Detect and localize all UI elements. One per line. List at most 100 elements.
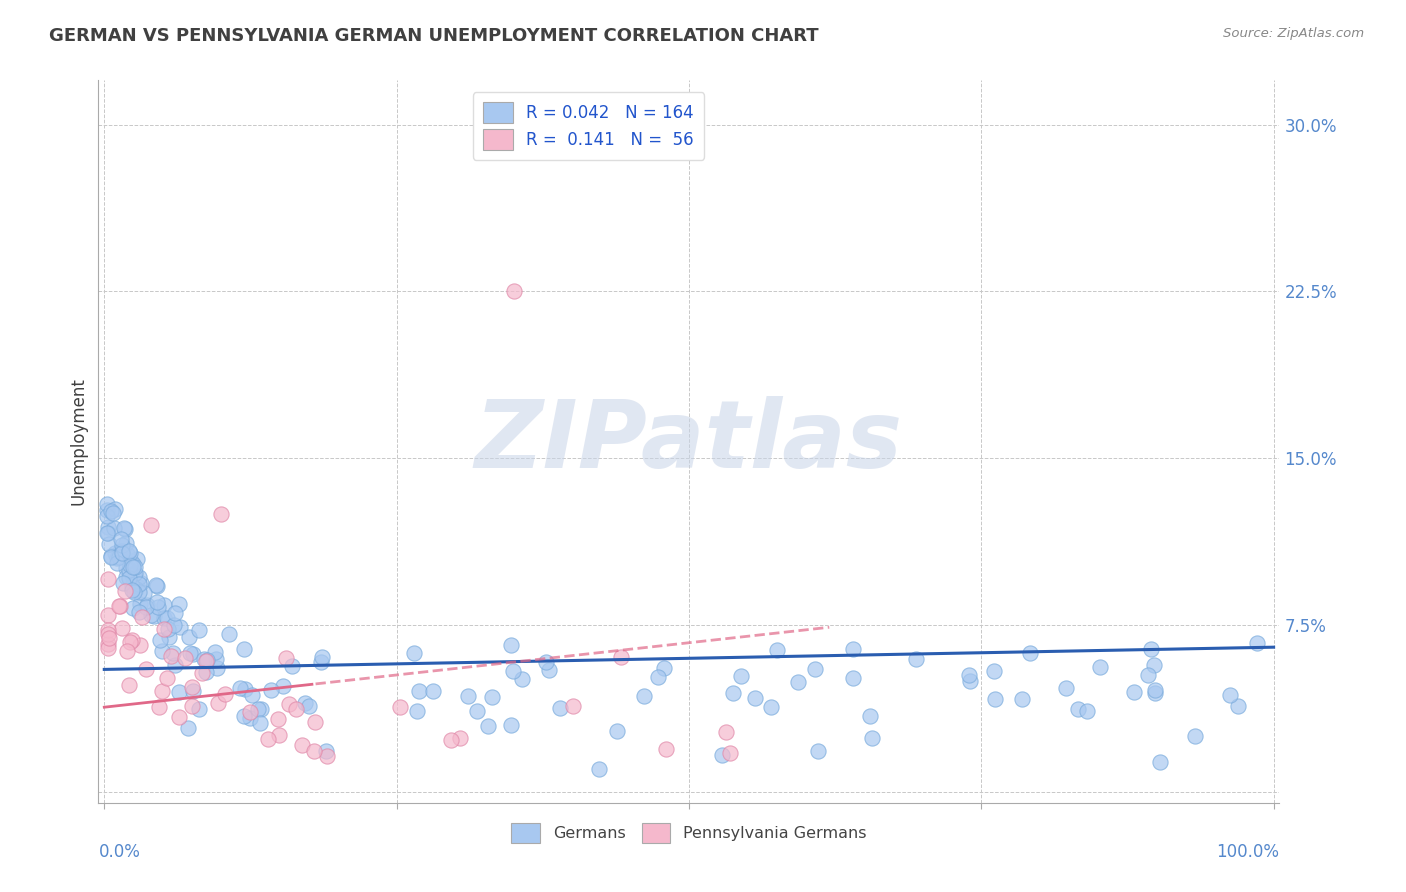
Point [114, 522, 136, 536]
Point [1184, 730, 1206, 744]
Point [457, 689, 479, 703]
Point [108, 544, 131, 558]
Point [153, 622, 176, 636]
Text: GERMAN VS PENNSYLVANIA GERMAN UNEMPLOYMENT CORRELATION CHART: GERMAN VS PENNSYLVANIA GERMAN UNEMPLOYME… [49, 27, 818, 45]
Point [125, 582, 148, 596]
Point [179, 630, 201, 644]
Point [804, 662, 827, 676]
Point [841, 642, 863, 657]
Point [108, 599, 131, 613]
Point [148, 700, 170, 714]
Point [100, 549, 122, 563]
Point [125, 578, 148, 592]
Point [652, 661, 675, 675]
Point [135, 599, 157, 614]
Point [787, 675, 810, 690]
Point [859, 708, 882, 723]
Point [104, 502, 127, 516]
Point [115, 570, 138, 584]
Point [149, 632, 172, 647]
Point [188, 702, 211, 716]
Point [191, 665, 214, 680]
Point [1219, 688, 1241, 702]
Point [905, 652, 928, 666]
Point [1140, 641, 1163, 656]
Point [714, 725, 737, 739]
Point [983, 692, 1005, 706]
Point [157, 630, 180, 644]
Point [389, 699, 412, 714]
Point [842, 672, 865, 686]
Point [207, 696, 229, 710]
Point [281, 659, 304, 673]
Point [118, 571, 141, 585]
Point [177, 722, 200, 736]
Point [169, 620, 191, 634]
Point [181, 647, 204, 661]
Point [122, 560, 145, 574]
Point [163, 617, 186, 632]
Point [309, 655, 332, 669]
Point [125, 551, 148, 566]
Point [304, 715, 326, 730]
Point [105, 557, 128, 571]
Point [135, 662, 157, 676]
Point [97, 572, 120, 586]
Point [195, 665, 218, 680]
Point [167, 597, 190, 611]
Point [139, 517, 162, 532]
Point [1144, 686, 1167, 700]
Point [128, 570, 150, 584]
Text: Source: ZipAtlas.com: Source: ZipAtlas.com [1223, 27, 1364, 40]
Point [188, 624, 211, 638]
Point [115, 560, 138, 574]
Point [205, 661, 228, 675]
Point [122, 567, 145, 582]
Point [105, 551, 128, 566]
Point [122, 585, 145, 599]
Point [118, 677, 141, 691]
Point [153, 599, 176, 613]
Point [316, 748, 339, 763]
Point [120, 635, 142, 649]
Point [150, 684, 173, 698]
Point [167, 710, 190, 724]
Point [1019, 647, 1042, 661]
Y-axis label: Unemployment: Unemployment [69, 377, 87, 506]
Point [108, 549, 131, 564]
Point [214, 687, 236, 701]
Point [118, 563, 141, 577]
Point [146, 599, 169, 614]
Point [156, 622, 179, 636]
Point [499, 638, 522, 652]
Point [120, 554, 142, 568]
Point [122, 601, 145, 615]
Point [97, 607, 120, 622]
Point [152, 611, 174, 625]
Point [97, 641, 120, 656]
Point [110, 538, 132, 552]
Point [205, 652, 228, 666]
Point [647, 670, 669, 684]
Point [96, 508, 118, 523]
Point [97, 624, 120, 638]
Point [957, 668, 980, 682]
Point [100, 504, 122, 518]
Point [145, 578, 167, 592]
Point [501, 718, 523, 732]
Point [807, 743, 830, 757]
Point [718, 747, 741, 761]
Point [100, 550, 122, 565]
Point [103, 521, 125, 535]
Point [422, 684, 444, 698]
Point [1149, 756, 1171, 770]
Point [181, 684, 204, 698]
Point [104, 546, 127, 560]
Point [111, 544, 134, 558]
Point [96, 497, 118, 511]
Point [97, 627, 120, 641]
Point [169, 685, 191, 699]
Point [97, 526, 120, 541]
Point [765, 643, 787, 657]
Point [1226, 698, 1249, 713]
